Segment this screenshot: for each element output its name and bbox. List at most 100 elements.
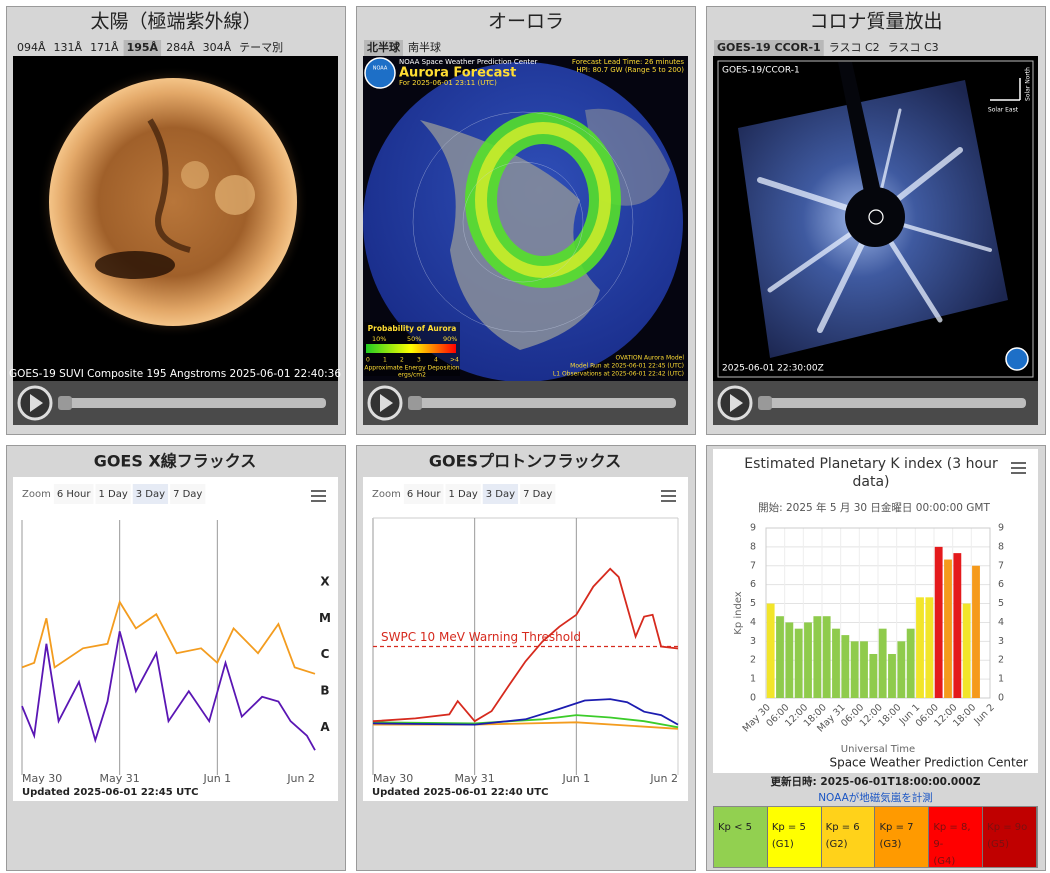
x-tick-label: Jun 1: [561, 772, 590, 785]
bar: [813, 616, 822, 698]
tab[interactable]: 北半球: [367, 40, 401, 54]
tab[interactable]: ラスコ C2: [829, 41, 880, 54]
zoom-button[interactable]: 3 Day: [486, 489, 515, 500]
latitude-line: [462, 161, 584, 283]
chart-subtitle: 開始: 2025 年 5 月 30 日金曜日 00:00:00 GMT: [758, 501, 990, 514]
menu-button[interactable]: [661, 490, 676, 502]
menu-button[interactable]: [1011, 462, 1026, 474]
tab[interactable]: 094Å: [17, 41, 46, 54]
y-tick-label: C: [321, 647, 330, 661]
chart-title: Estimated Planetary K index (3 hour data…: [744, 456, 998, 490]
scale-cell: Kp = 9o (G5): [983, 807, 1037, 867]
series-line: [372, 698, 679, 726]
bar: [860, 641, 868, 698]
x-tick-label: Jun 2: [649, 772, 678, 785]
play-icon: [380, 394, 393, 412]
zoom-button[interactable]: 7 Day: [173, 489, 202, 500]
series-line: [372, 567, 679, 723]
image-text: OVATION Aurora Model: [615, 355, 684, 362]
y-axis-title: Kp index: [733, 591, 744, 635]
updated-label: 更新日時: 2025-06-01T18:00:00.000Z: [770, 776, 981, 788]
bar: [944, 559, 952, 698]
zoom-label: Zoom: [372, 489, 401, 500]
panel-title: オーロラ: [488, 11, 564, 33]
frame: [717, 60, 1034, 378]
storm-level: (G5): [987, 839, 1010, 850]
tab[interactable]: 195Å: [127, 41, 159, 54]
tab[interactable]: ラスコ C3: [888, 41, 939, 54]
storm-level: (G1): [771, 839, 794, 850]
tab-bg: [364, 40, 403, 56]
y-tick-label: 2: [998, 655, 1004, 666]
link[interactable]: NOAAが地磁気嵐を計測: [818, 792, 933, 804]
bar: [794, 628, 803, 698]
noaa-logo: [1005, 347, 1029, 371]
chart-title: GOES X線フラックス: [94, 452, 257, 471]
x-tick-label: May 31: [455, 772, 495, 785]
menu-button[interactable]: [311, 490, 326, 502]
bar: [822, 616, 831, 698]
scale-label: Kp = 8, 9-: [933, 822, 971, 850]
series-line: [21, 599, 316, 675]
bar: [850, 641, 859, 698]
y-tick-label: 2: [750, 655, 756, 666]
tab[interactable]: 131Å: [54, 41, 83, 54]
credit: Space Weather Prediction Center: [829, 756, 1028, 770]
y-tick-label: M: [319, 611, 331, 625]
footnote: Updated 2025-06-01 22:40 UTC: [372, 787, 548, 798]
active-region: [215, 175, 255, 215]
tab[interactable]: 171Å: [90, 41, 119, 54]
legend-label: 10%: [372, 335, 386, 343]
image-caption: GOES-19 SUVI Composite 195 Angstroms 202…: [9, 368, 341, 380]
zoom-button[interactable]: 6 Hour: [407, 489, 442, 500]
scale-cell: Kp = 5 (G1): [767, 807, 822, 867]
y-tick-label: 8: [750, 541, 756, 552]
scale-label: Kp = 7: [879, 822, 914, 833]
x-tick-label: Jun 1: [202, 772, 231, 785]
zoom-button[interactable]: 1 Day: [98, 489, 127, 500]
tab[interactable]: テーマ別: [239, 41, 283, 54]
bar: [916, 597, 924, 698]
slider-knob[interactable]: [408, 396, 422, 410]
slider-knob[interactable]: [58, 396, 72, 410]
tab[interactable]: 304Å: [203, 41, 232, 54]
legend-title: Probability of Aurora: [368, 324, 457, 333]
scale-label: Kp = 9o: [987, 822, 1028, 833]
tab[interactable]: 南半球: [408, 40, 441, 54]
latitude-line: [412, 111, 634, 333]
tab[interactable]: 284Å: [166, 41, 195, 54]
zoom-button[interactable]: 6 Hour: [57, 489, 92, 500]
y-tick-label: 0: [998, 693, 1004, 704]
zoom-button[interactable]: 7 Day: [523, 489, 552, 500]
slider-track[interactable]: [58, 398, 326, 408]
legend-label: ergs/cm2: [398, 372, 426, 379]
image-text: HPI: 80.7 GW (Range 5 to 200): [576, 66, 684, 74]
y-tick-label: 3: [750, 636, 756, 647]
zoom-button-bg: [445, 484, 481, 504]
slider-knob[interactable]: [758, 396, 772, 410]
y-tick-label: A: [320, 720, 330, 734]
legend-label: 90%: [443, 335, 457, 343]
slider-track[interactable]: [758, 398, 1026, 408]
bar: [906, 628, 915, 698]
filament: [147, 118, 191, 253]
slider-track[interactable]: [408, 398, 676, 408]
chart-area: [13, 477, 338, 801]
panel-title: 太陽（極端紫外線）: [90, 11, 261, 33]
tab[interactable]: GOES-19 CCOR-1: [717, 41, 821, 54]
threshold-label: SWPC 10 MeV Warning Threshold: [381, 630, 581, 644]
series-line: [372, 714, 679, 729]
legend-label: >4: [450, 357, 459, 364]
image-text: Model Run at 2025-06-01 22:45 (UTC): [570, 363, 684, 370]
zoom-button[interactable]: 3 Day: [136, 489, 165, 500]
zoom-button-bg: [53, 484, 94, 504]
image-text: NOAA Space Weather Prediction Center: [399, 58, 538, 66]
legend-label: 4: [434, 357, 438, 364]
bar: [962, 603, 971, 698]
bar: [897, 641, 906, 698]
zoom-button[interactable]: 1 Day: [448, 489, 477, 500]
x-tick-label: May 30: [22, 772, 62, 785]
y-tick-label: 9: [998, 523, 1004, 534]
image-text: Forecast Lead Time: 26 minutes: [572, 58, 684, 66]
